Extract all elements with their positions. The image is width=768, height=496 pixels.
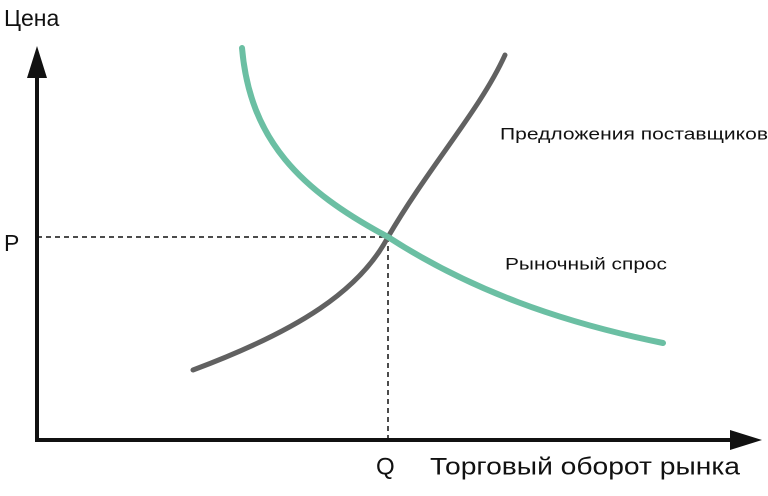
y-axis-arrow	[27, 46, 47, 78]
supply-label: Предложения поставщиков	[500, 124, 768, 143]
x-axis-arrow	[730, 430, 762, 450]
demand-curve	[239, 45, 666, 346]
x-axis-label: Торговый оборот рынка	[430, 453, 741, 480]
price-label: P	[4, 230, 19, 256]
y-axis-label: Цена	[4, 5, 60, 31]
quantity-label: Q	[376, 453, 395, 480]
demand-label: Рыночный спрос	[505, 254, 668, 273]
